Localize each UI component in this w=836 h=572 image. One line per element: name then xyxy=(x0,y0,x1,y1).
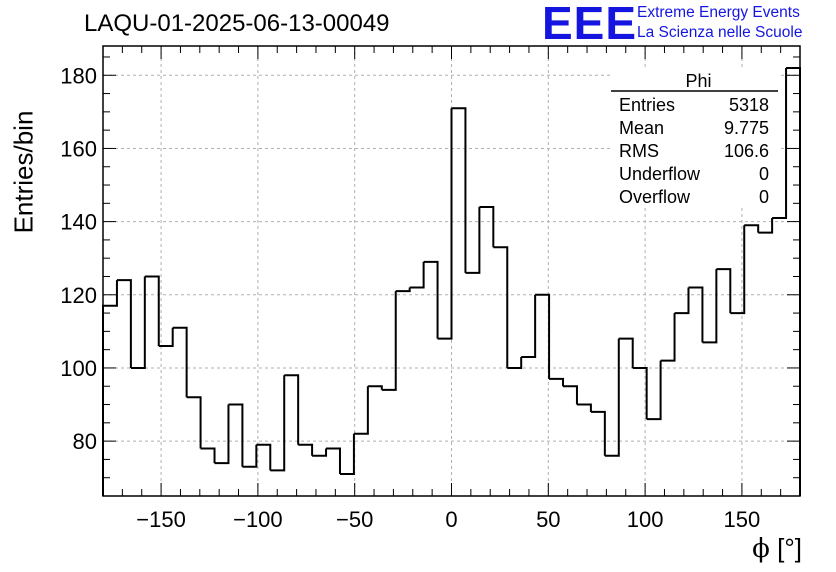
y-tick-label: 120 xyxy=(60,283,97,308)
histogram-bin xyxy=(716,268,732,314)
histogram-bin xyxy=(674,287,690,315)
histogram-bin xyxy=(270,375,286,472)
histogram-bin xyxy=(102,280,118,496)
histogram-bin xyxy=(186,396,202,449)
stats-value: 0 xyxy=(759,164,769,184)
stats-value: 0 xyxy=(759,187,769,207)
histogram-bin xyxy=(367,385,383,390)
x-tick-label: 150 xyxy=(724,507,761,532)
histogram-bin xyxy=(646,360,662,421)
histogram-bin xyxy=(744,224,760,233)
logo-line-2: La Scienza nelle Scuole xyxy=(637,24,803,41)
y-tick-label: 140 xyxy=(60,210,97,235)
logo-caption: Extreme Energy Events La Scienza nelle S… xyxy=(637,3,802,43)
histogram-bin xyxy=(507,356,523,369)
histogram-bin xyxy=(437,108,453,340)
y-tick-label: 180 xyxy=(60,63,97,88)
histogram-bin xyxy=(144,275,160,346)
stats-value: 106.6 xyxy=(724,141,769,161)
histogram-bin xyxy=(786,66,801,496)
histogram-bin xyxy=(465,206,481,274)
histogram-bin xyxy=(172,326,188,398)
histogram-bin xyxy=(604,338,620,457)
stats-label: Overflow xyxy=(619,187,691,207)
histogram-bin xyxy=(214,404,230,465)
stats-label: Mean xyxy=(619,118,664,138)
histogram-bin xyxy=(256,443,272,471)
histogram-bin xyxy=(423,260,439,339)
histogram-bin xyxy=(660,313,676,362)
histogram-bin xyxy=(688,286,704,343)
x-tick-label: −50 xyxy=(336,507,373,532)
y-tick-label: 160 xyxy=(60,136,97,161)
histogram-bin xyxy=(395,287,411,293)
histogram-bin xyxy=(535,293,551,379)
stats-label: Underflow xyxy=(619,164,701,184)
histogram-bin xyxy=(576,403,592,412)
histogram-bin xyxy=(158,327,174,347)
histogram-bin xyxy=(590,410,606,456)
histogram-bin xyxy=(451,107,467,273)
stats-label: RMS xyxy=(619,141,659,161)
stats-value: 9.775 xyxy=(724,118,769,138)
histogram-bin xyxy=(632,366,648,420)
histogram-bin xyxy=(200,447,216,464)
stats-value: 5318 xyxy=(729,95,769,115)
histogram-bin xyxy=(116,279,132,368)
x-tick-label: 50 xyxy=(536,507,560,532)
histogram-bin xyxy=(242,444,258,468)
histogram-bin xyxy=(521,294,537,358)
histogram-bin xyxy=(353,386,369,435)
histogram-bin xyxy=(772,67,788,219)
x-axis-unit: [°] xyxy=(777,533,802,563)
y-axis-title: Entries/bin xyxy=(8,110,39,234)
y-axis-title-box: Entries/bin xyxy=(4,110,44,234)
histogram-bin xyxy=(479,205,495,248)
histogram-bin xyxy=(284,374,300,445)
histogram-bin xyxy=(130,276,146,369)
histogram-bin xyxy=(730,225,746,315)
histogram-bin xyxy=(339,433,355,476)
x-tick-label: 100 xyxy=(627,507,664,532)
stats-label: Entries xyxy=(619,95,675,115)
y-tick-label: 80 xyxy=(73,429,97,454)
x-tick-label: 0 xyxy=(445,507,457,532)
histogram-bin xyxy=(409,261,425,289)
x-tick-label: −100 xyxy=(233,507,283,532)
histogram-bin xyxy=(618,337,634,368)
x-axis-title: ϕ [°] xyxy=(752,533,802,564)
page-title: LAQU-01-2025-06-13-00049 xyxy=(84,10,390,37)
histogram-bin xyxy=(326,447,341,475)
histogram-bin xyxy=(298,443,314,456)
phi-symbol: ϕ xyxy=(752,534,770,564)
histogram-bin xyxy=(549,377,565,387)
eee-logo: EEE xyxy=(542,0,638,49)
logo-line-1: Extreme Energy Events xyxy=(637,4,800,21)
histogram-bin xyxy=(702,269,718,344)
x-tick-label: −150 xyxy=(136,507,186,532)
y-tick-label: 100 xyxy=(60,356,97,381)
histogram-bin xyxy=(312,448,328,457)
histogram-bin xyxy=(381,291,397,391)
histogram-bin xyxy=(493,246,509,368)
histogram-bin xyxy=(563,385,578,405)
stats-box xyxy=(611,70,778,208)
stats-box-title: Phi xyxy=(685,71,711,91)
histogram-bin xyxy=(758,217,774,234)
histogram-bin xyxy=(228,403,244,467)
